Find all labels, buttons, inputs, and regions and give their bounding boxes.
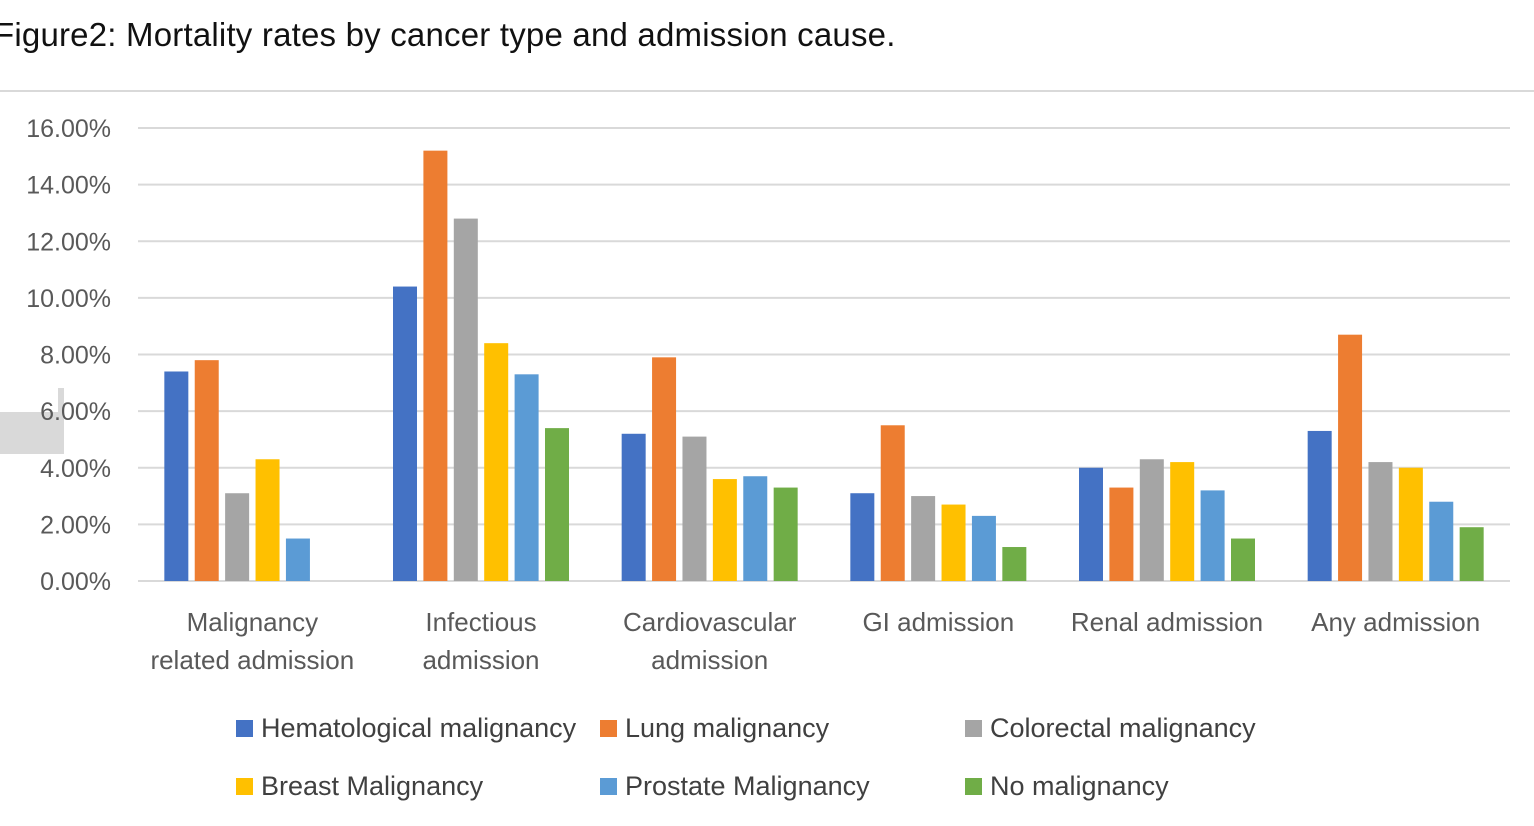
y-axis-ticks: 0.00% 2.00% 4.00% 6.00% 8.00% 10.00% 12.00% 14.… <box>26 115 111 596</box>
x-category-label: Infectious <box>425 607 536 637</box>
bar <box>1079 467 1103 581</box>
bar <box>225 493 250 581</box>
x-category-label: Cardiovascular <box>623 607 797 637</box>
side-decoration <box>0 412 64 454</box>
x-axis-labels: Malignancy related admission Infectious adm… <box>150 607 1480 675</box>
y-tick-label: 6.00% <box>40 398 111 426</box>
bar <box>164 371 189 581</box>
bar <box>1338 334 1363 581</box>
bar <box>1398 467 1423 581</box>
bar <box>1429 501 1454 581</box>
bar <box>880 425 905 581</box>
bar <box>393 286 417 581</box>
bar <box>285 538 310 581</box>
bar <box>941 504 966 581</box>
y-tick-label: 0.00% <box>40 568 111 596</box>
y-tick-label: 14.00% <box>26 172 111 200</box>
bar <box>1139 459 1164 581</box>
x-category-label: admission <box>422 645 539 675</box>
bar <box>453 218 478 581</box>
x-category-label: related admission <box>150 645 354 675</box>
bar <box>971 515 996 581</box>
gridlines <box>138 127 1510 582</box>
bars <box>164 150 1484 581</box>
bar <box>545 428 569 581</box>
x-category-label: GI admission <box>862 607 1014 637</box>
bar <box>1231 538 1255 581</box>
bar <box>484 343 509 581</box>
y-tick-label: 8.00% <box>40 342 111 370</box>
y-tick-label: 16.00% <box>26 115 111 143</box>
y-tick-label: 12.00% <box>26 228 111 256</box>
bar <box>682 436 707 581</box>
figure-title: Figure2: Mortality rates by cancer type … <box>0 16 896 53</box>
title-divider <box>0 90 1534 92</box>
y-tick-label: 4.00% <box>40 455 111 483</box>
bar <box>1200 490 1225 581</box>
bar <box>1170 462 1195 581</box>
x-category-label: admission <box>651 645 768 675</box>
bar <box>911 496 936 581</box>
bar <box>743 476 768 581</box>
side-decoration-tick <box>58 388 64 412</box>
bar <box>255 459 280 581</box>
bar <box>621 433 646 581</box>
bar <box>712 479 737 581</box>
bar <box>850 493 875 581</box>
bar <box>514 374 539 581</box>
y-tick-label: 2.00% <box>40 511 111 539</box>
x-category-label: Any admission <box>1311 607 1480 637</box>
bar <box>194 360 219 581</box>
y-tick-label: 10.00% <box>26 285 111 313</box>
bar <box>773 487 798 581</box>
bar <box>1109 487 1134 581</box>
bar <box>652 357 677 581</box>
bar <box>1459 527 1484 581</box>
bar <box>423 150 448 581</box>
bar <box>1368 462 1393 581</box>
x-category-label: Renal admission <box>1071 607 1263 637</box>
x-category-label: Malignancy <box>187 607 319 637</box>
bar <box>1307 430 1332 581</box>
bar <box>1002 547 1027 581</box>
